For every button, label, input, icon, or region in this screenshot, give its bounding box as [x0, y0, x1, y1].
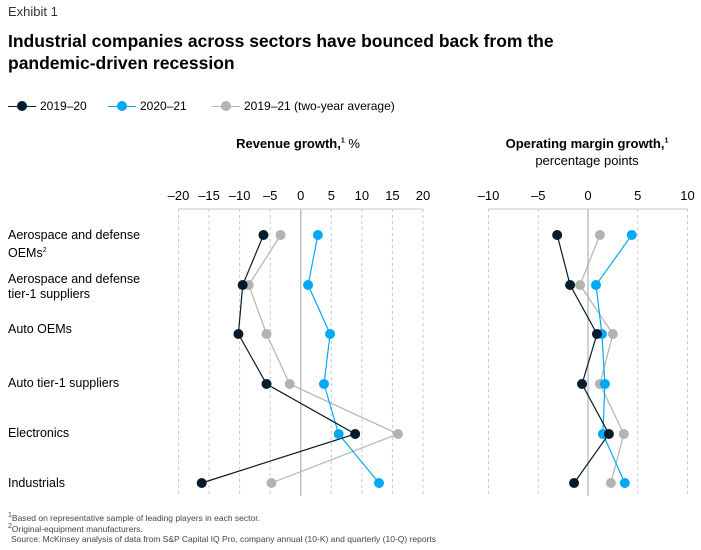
data-point [575, 280, 586, 290]
legend-label: 2019–21 (two-year average) [244, 99, 395, 113]
tick-label: 10 [680, 188, 694, 203]
tick-label: 5 [328, 188, 335, 203]
legend-item-2019-21: 2019–21 (two-year average) [212, 99, 395, 113]
row-label-electronics: Electronics [8, 426, 70, 440]
data-point [312, 230, 323, 240]
tick-label: 5 [634, 188, 641, 203]
data-point [626, 230, 637, 240]
data-point [607, 329, 618, 339]
row-label-aero-oems: Aerospace and defense OEMs2 [8, 228, 141, 261]
tick-label: 0 [297, 188, 304, 203]
data-point [318, 379, 329, 389]
legend-marker-icon [108, 101, 136, 111]
series-line [556, 234, 610, 484]
data-point [196, 478, 207, 488]
revenue-chart-title: Revenue growth,1 % [236, 136, 360, 151]
data-point [590, 280, 601, 290]
data-point [603, 429, 614, 439]
data-point [284, 379, 295, 389]
data-point [261, 379, 272, 389]
series-line [201, 234, 357, 484]
footnote-2: 2Original-equipment manufacturers. [8, 523, 143, 534]
data-point [618, 429, 629, 439]
legend-label: 2019–20 [40, 99, 87, 113]
tick-label: 10 [355, 188, 369, 203]
tick-label: –20 [168, 188, 190, 203]
data-point [275, 230, 286, 240]
footnote-1: 1Based on representative sample of leadi… [8, 512, 260, 523]
margin-chart-title: Operating margin growth,1 [505, 136, 669, 151]
data-point [392, 429, 403, 439]
tick-label: –10 [229, 188, 251, 203]
data-point [565, 280, 576, 290]
data-point [605, 478, 616, 488]
row-label-aero-tier1: Aerospace and defense tier-1 suppliers [8, 272, 141, 301]
data-point [237, 280, 248, 290]
tick-label: –15 [198, 188, 220, 203]
data-point [594, 230, 605, 240]
legend-marker-icon [8, 101, 36, 111]
tick-label: 0 [584, 188, 591, 203]
data-point [591, 329, 602, 339]
margin-chart-subtitle: percentage points [535, 153, 639, 168]
legend-marker-icon [212, 101, 240, 111]
data-point [373, 478, 384, 488]
series-line [307, 234, 380, 484]
series-line [595, 234, 633, 484]
data-point [266, 478, 277, 488]
row-label-auto-tier1: Auto tier-1 suppliers [8, 376, 120, 390]
series-line [579, 234, 625, 484]
row-label-auto-oems: Auto OEMs [8, 322, 72, 336]
legend-label: 2020–21 [140, 99, 187, 113]
data-point [599, 379, 610, 389]
data-point [333, 429, 344, 439]
exhibit-label: Exhibit 1 [8, 4, 58, 19]
data-point [577, 379, 588, 389]
data-point [569, 478, 580, 488]
data-point [261, 329, 272, 339]
data-point [552, 230, 563, 240]
tick-label: 20 [416, 188, 430, 203]
data-point [258, 230, 269, 240]
tick-label: –5 [263, 188, 277, 203]
data-point [619, 478, 630, 488]
tick-label: –5 [531, 188, 545, 203]
data-point [350, 429, 361, 439]
chart-title: Industrial companies across sectors have… [8, 31, 554, 73]
legend-item-2019-20: 2019–20 [8, 99, 87, 113]
tick-label: 15 [385, 188, 399, 203]
tick-label: –10 [478, 188, 500, 203]
series-line [248, 234, 400, 484]
data-point [325, 329, 336, 339]
data-point [233, 329, 244, 339]
source-note: Source: McKinsey analysis of data from S… [11, 534, 437, 544]
data-point [303, 280, 314, 290]
legend-item-2020-21: 2020–21 [108, 99, 187, 113]
row-label-industrials: Industrials [8, 476, 65, 490]
